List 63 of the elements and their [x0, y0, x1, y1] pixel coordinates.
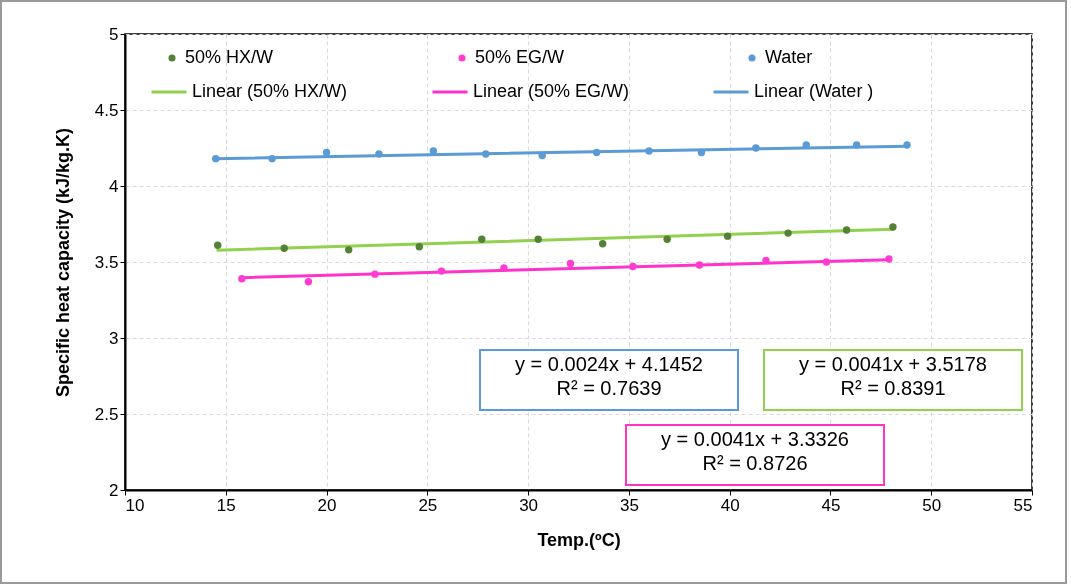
x-tick-label: 55 [1013, 495, 1033, 515]
point [842, 226, 851, 234]
point [214, 241, 222, 249]
point [903, 141, 911, 149]
y-tick-label: 5 [109, 24, 119, 44]
point [415, 243, 423, 251]
point [663, 235, 671, 243]
point [784, 229, 792, 237]
point [695, 261, 704, 269]
point [304, 278, 313, 286]
y-axis-title: Specific heat capacity (kJ/kg.K) [52, 127, 73, 398]
y-tick-label: 3 [109, 328, 119, 348]
point [345, 246, 353, 254]
y-tick-label: 2.5 [94, 404, 119, 424]
x-tick-label: 50 [922, 495, 942, 515]
point [478, 235, 486, 243]
x-tick-label: 20 [317, 495, 337, 515]
x-tick-label: 25 [418, 495, 438, 515]
point [762, 256, 770, 265]
point [211, 154, 220, 163]
annotation: y = 0.0041x + 3.5178 R² = 0.8391 [799, 353, 987, 399]
x-tick-label: 30 [519, 495, 539, 515]
point [822, 258, 831, 266]
point [592, 148, 601, 157]
point [500, 264, 508, 272]
point [437, 267, 446, 275]
legend-label: Water [765, 47, 813, 67]
point [852, 141, 861, 149]
annotation: y = 0.0024x + 4.1452 R² = 0.7639 [515, 353, 703, 399]
point [238, 275, 246, 283]
point [598, 240, 607, 248]
point [268, 154, 276, 163]
point [723, 232, 732, 240]
legend-label: Linear (50% EG/W) [473, 81, 630, 101]
point [629, 262, 637, 271]
legend-label: Linear (Water ) [754, 81, 874, 101]
y-tick-label: 4 [109, 176, 119, 196]
point [697, 148, 706, 157]
x-tick-label: 35 [619, 495, 639, 515]
x-tick-label: 40 [720, 495, 740, 515]
legend-label: 50% EG/W [475, 47, 565, 67]
annotation: y = 0.0041x + 3.3326 R² = 0.8726 [661, 428, 849, 474]
x-tick-label: 45 [821, 495, 841, 515]
point [889, 223, 897, 231]
point [645, 147, 653, 155]
point [566, 259, 575, 268]
y-tick-label: 3.5 [94, 252, 119, 272]
y-tick-label: 4.5 [94, 100, 119, 120]
point [375, 150, 383, 158]
x-tick-label: 15 [216, 495, 236, 515]
x-axis-title: Temp.(ºC) [537, 529, 621, 550]
y-tick-label: 2 [109, 480, 119, 500]
point [280, 244, 288, 253]
point [534, 235, 542, 243]
point [429, 147, 438, 155]
point [371, 270, 379, 278]
legend-label: 50% HX/W [185, 47, 274, 67]
point [482, 150, 490, 158]
point [752, 144, 760, 152]
x-tick-label: 10 [125, 495, 145, 515]
point [885, 255, 893, 263]
point [322, 148, 331, 157]
legend-label: Linear (50% HX/W) [192, 81, 348, 101]
